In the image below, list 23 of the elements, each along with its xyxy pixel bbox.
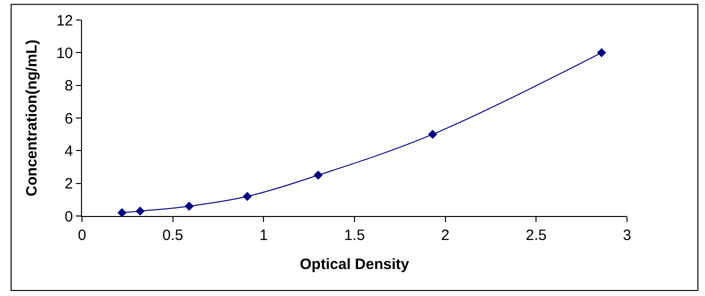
y-tick-label: 12 <box>56 12 73 30</box>
y-tick-label: 4 <box>64 142 73 160</box>
y-tick-label: 2 <box>64 176 73 193</box>
y-tick-label: 0 <box>64 208 73 226</box>
y-tick-label: 10 <box>56 44 73 62</box>
x-tick-label: 1 <box>260 227 268 244</box>
x-tick-label: 1.5 <box>344 227 365 244</box>
x-tick-label: 2 <box>441 227 450 244</box>
y-axis-title: Concentration(ng/mL) <box>24 40 41 196</box>
x-tick-label: 0.5 <box>162 227 184 244</box>
y-tick-label: 6 <box>64 110 73 128</box>
x-axis-title: Optical Density <box>300 256 410 273</box>
point <box>184 202 194 211</box>
point <box>597 48 606 58</box>
x-tick-label: 3 <box>622 227 632 244</box>
point <box>242 192 252 201</box>
y-tick-label: 8 <box>64 78 73 95</box>
point <box>428 130 438 139</box>
point <box>136 206 145 216</box>
x-tick-label: 2.5 <box>526 227 547 244</box>
point <box>117 208 127 216</box>
x-tick-label: 0 <box>78 227 86 244</box>
point <box>314 170 323 180</box>
